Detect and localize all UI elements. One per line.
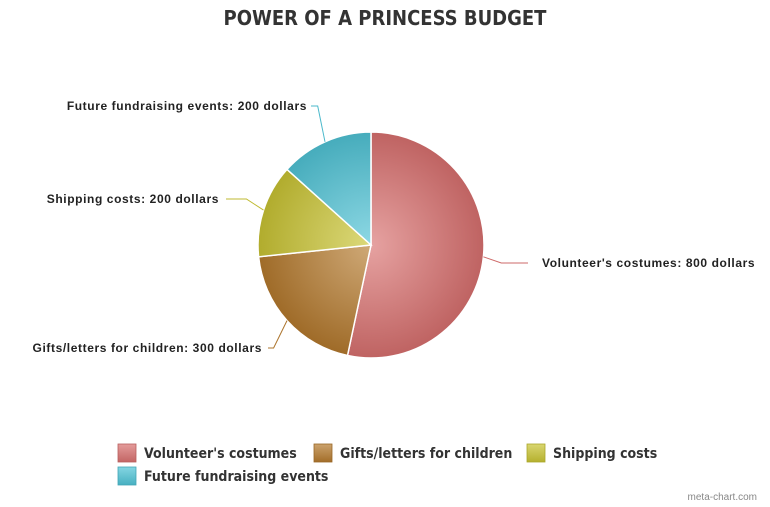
legend-item-future-fundraising-events[interactable]: Future fundraising events — [117, 466, 328, 486]
pie-slices — [257, 131, 485, 359]
legend-item-gifts-letters-for-children[interactable]: Gifts/letters for children — [313, 443, 512, 463]
slice-label-volunteer-s-costumes: Volunteer's costumes: 800 dollars — [542, 256, 755, 270]
legend-swatch — [526, 443, 546, 463]
slice-labels: Volunteer's costumes: 800 dollars Gifts/l… — [33, 99, 755, 355]
credit-text: meta-chart.com — [688, 492, 757, 503]
legend-item-shipping-costs[interactable]: Shipping costs — [526, 443, 657, 463]
slice-label-gifts-letters-for-children: Gifts/letters for children: 300 dollars — [33, 341, 262, 355]
legend-swatch — [313, 443, 333, 463]
chart-title: POWER OF A PRINCESS BUDGET — [224, 6, 548, 30]
leader-line-shipping-costs — [226, 198, 264, 211]
legend-label: Gifts/letters for children — [340, 446, 512, 462]
leader-lines — [226, 105, 528, 349]
legend-swatch — [117, 466, 137, 486]
pie-slice-future-fundraising-events — [285, 131, 372, 247]
slice-label-shipping-costs: Shipping costs: 200 dollars — [47, 192, 219, 206]
leader-line-gifts-letters-for-children — [268, 320, 288, 349]
legend-swatch — [117, 443, 137, 463]
pie-slice-shipping-costs — [257, 168, 373, 258]
leader-line-future-fundraising-events — [311, 105, 326, 142]
legend: Volunteer's costumes Gifts/letters for ch… — [117, 443, 657, 486]
pie-slice-gifts-letters-for-children — [257, 244, 372, 357]
legend-item-volunteer-s-costumes[interactable]: Volunteer's costumes — [117, 443, 297, 463]
leader-line-volunteer-s-costumes — [483, 256, 528, 264]
slice-label-future-fundraising-events: Future fundraising events: 200 dollars — [67, 99, 307, 113]
legend-label: Volunteer's costumes — [144, 446, 297, 462]
legend-label: Future fundraising events — [144, 469, 328, 485]
pie-slice-volunteer-s-costumes — [346, 131, 485, 359]
legend-label: Shipping costs — [553, 446, 657, 462]
